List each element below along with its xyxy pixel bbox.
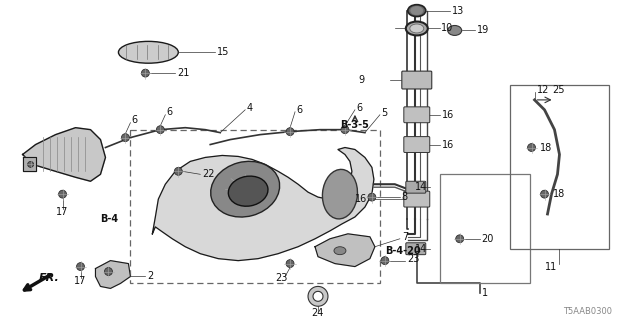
Ellipse shape [228, 176, 268, 206]
Ellipse shape [334, 247, 346, 255]
Circle shape [141, 69, 149, 77]
Text: 6: 6 [356, 103, 362, 113]
Polygon shape [22, 128, 106, 181]
FancyBboxPatch shape [404, 191, 430, 207]
Text: 5: 5 [381, 108, 387, 118]
FancyBboxPatch shape [402, 71, 432, 89]
Text: 8: 8 [402, 192, 408, 202]
Text: 16: 16 [442, 110, 454, 120]
Text: 21: 21 [177, 68, 189, 78]
Circle shape [381, 257, 389, 265]
Ellipse shape [408, 5, 426, 17]
Circle shape [122, 134, 129, 141]
Circle shape [59, 190, 67, 198]
Text: 17: 17 [74, 276, 86, 286]
FancyBboxPatch shape [406, 243, 426, 255]
Circle shape [174, 167, 182, 175]
Circle shape [286, 260, 294, 268]
Circle shape [156, 126, 164, 134]
Circle shape [541, 190, 548, 198]
Ellipse shape [406, 21, 428, 36]
Ellipse shape [411, 7, 423, 15]
Text: 23: 23 [275, 274, 287, 284]
Polygon shape [22, 157, 36, 171]
Ellipse shape [323, 169, 358, 219]
Circle shape [527, 144, 536, 151]
Text: 9: 9 [358, 75, 364, 85]
Polygon shape [315, 234, 375, 267]
Text: 6: 6 [296, 105, 302, 115]
Text: 15: 15 [217, 47, 230, 57]
Text: 19: 19 [477, 26, 489, 36]
Text: 14: 14 [415, 244, 427, 254]
FancyBboxPatch shape [406, 181, 426, 193]
Circle shape [368, 193, 376, 201]
Ellipse shape [448, 26, 461, 36]
Text: 4: 4 [246, 103, 252, 113]
Polygon shape [152, 148, 374, 260]
FancyBboxPatch shape [404, 107, 430, 123]
Text: 24: 24 [311, 308, 323, 318]
Text: 6: 6 [166, 107, 172, 117]
Text: 13: 13 [452, 6, 464, 16]
Text: 2: 2 [147, 271, 154, 282]
Text: B-4-20: B-4-20 [385, 246, 420, 256]
Circle shape [28, 161, 34, 167]
Text: T5AAB0300: T5AAB0300 [563, 307, 612, 316]
Text: 16: 16 [355, 194, 367, 204]
Circle shape [77, 263, 84, 270]
Circle shape [104, 268, 113, 276]
Bar [131, 130, 380, 284]
Text: 22: 22 [202, 169, 215, 179]
Polygon shape [95, 260, 131, 288]
Text: 20: 20 [482, 234, 494, 244]
Text: 12: 12 [536, 85, 549, 95]
Circle shape [341, 126, 349, 134]
Text: 7: 7 [402, 232, 408, 242]
Ellipse shape [211, 161, 280, 217]
Text: FR.: FR. [38, 274, 60, 284]
Bar [509, 85, 609, 249]
Text: 25: 25 [552, 85, 565, 95]
Text: 10: 10 [441, 23, 453, 34]
Text: 18: 18 [552, 189, 564, 199]
Text: 18: 18 [540, 142, 552, 153]
Text: 17: 17 [56, 207, 68, 217]
Text: 1: 1 [482, 288, 488, 298]
Ellipse shape [410, 24, 424, 33]
Bar [440, 174, 529, 284]
Text: B-3-5: B-3-5 [340, 120, 369, 130]
Text: 14: 14 [415, 182, 427, 192]
Text: 11: 11 [545, 261, 557, 272]
Circle shape [456, 235, 464, 243]
Text: 6: 6 [131, 115, 138, 125]
FancyBboxPatch shape [404, 137, 430, 153]
Text: B-4: B-4 [100, 214, 118, 224]
Circle shape [286, 128, 294, 136]
Ellipse shape [118, 41, 179, 63]
Text: 16: 16 [442, 140, 454, 149]
Text: 23: 23 [407, 254, 419, 264]
